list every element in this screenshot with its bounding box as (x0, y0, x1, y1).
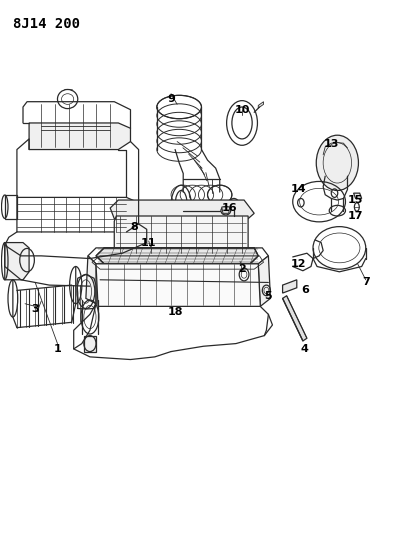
Text: 16: 16 (222, 203, 238, 213)
Polygon shape (5, 243, 29, 280)
Text: 18: 18 (167, 306, 183, 317)
Polygon shape (29, 123, 131, 150)
Text: 14: 14 (291, 184, 306, 195)
Text: 1: 1 (54, 344, 61, 354)
Text: 8J14 200: 8J14 200 (13, 17, 80, 30)
Polygon shape (258, 256, 270, 306)
Text: 11: 11 (141, 238, 157, 247)
Text: 9: 9 (167, 94, 175, 104)
Text: 3: 3 (31, 304, 39, 314)
Polygon shape (114, 216, 248, 253)
Text: 5: 5 (265, 290, 272, 301)
Polygon shape (96, 248, 258, 264)
Polygon shape (110, 200, 254, 219)
Text: 2: 2 (238, 264, 246, 274)
Polygon shape (96, 264, 260, 306)
Text: 10: 10 (234, 104, 250, 115)
Polygon shape (282, 280, 297, 293)
Ellipse shape (316, 135, 359, 190)
Text: 15: 15 (348, 195, 363, 205)
Text: 4: 4 (301, 344, 309, 354)
Polygon shape (258, 102, 263, 108)
Polygon shape (354, 193, 362, 198)
Text: 7: 7 (362, 278, 370, 287)
Polygon shape (84, 336, 96, 352)
Text: 6: 6 (301, 286, 309, 295)
Text: 17: 17 (348, 211, 363, 221)
Text: 13: 13 (324, 139, 339, 149)
Polygon shape (222, 207, 230, 213)
Polygon shape (282, 296, 307, 341)
Text: 8: 8 (131, 222, 138, 232)
Text: 12: 12 (291, 259, 306, 269)
Polygon shape (86, 256, 96, 304)
